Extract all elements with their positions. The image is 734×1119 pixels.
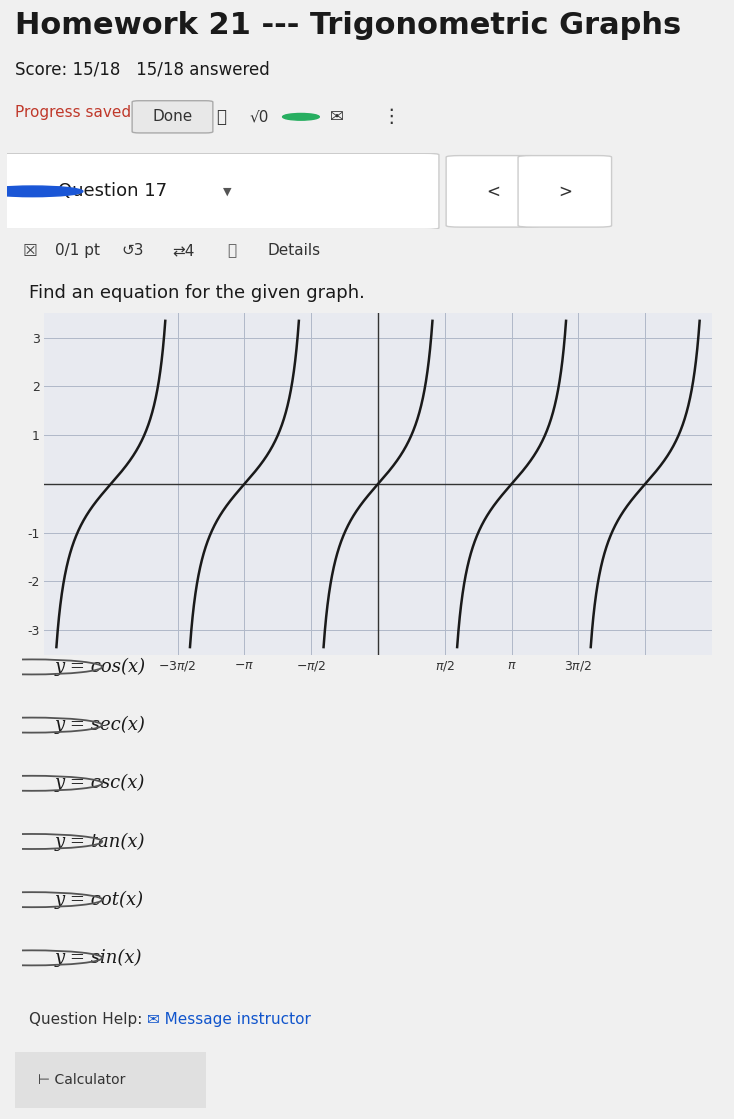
Text: y = cot(x): y = cot(x) [55, 891, 144, 909]
Text: ▼: ▼ [223, 187, 232, 196]
Text: y = sec(x): y = sec(x) [55, 716, 146, 734]
Text: y = sin(x): y = sin(x) [55, 949, 142, 967]
Text: Find an equation for the given graph.: Find an equation for the given graph. [29, 284, 366, 302]
Text: ⇄4: ⇄4 [172, 243, 195, 258]
FancyBboxPatch shape [132, 101, 213, 133]
Text: Question 17: Question 17 [58, 182, 167, 200]
Text: Question Help:: Question Help: [29, 1012, 142, 1027]
Text: y = cos(x): y = cos(x) [55, 658, 146, 676]
FancyBboxPatch shape [446, 156, 539, 227]
Text: √0: √0 [250, 110, 269, 124]
Text: >: > [558, 182, 572, 200]
Text: ✉: ✉ [330, 107, 344, 125]
Text: ↺3: ↺3 [121, 243, 144, 258]
Text: Details: Details [268, 243, 321, 258]
Text: ⎙: ⎙ [217, 107, 227, 125]
Text: Done: Done [153, 110, 192, 124]
Text: ⓘ: ⓘ [228, 243, 236, 258]
Text: 0/1 pt: 0/1 pt [55, 243, 100, 258]
Circle shape [283, 113, 319, 120]
FancyBboxPatch shape [0, 153, 439, 229]
FancyBboxPatch shape [5, 1050, 215, 1110]
Text: Progress saved: Progress saved [15, 105, 131, 120]
Text: y = csc(x): y = csc(x) [55, 774, 145, 792]
Text: Homework 21 --- Trigonometric Graphs: Homework 21 --- Trigonometric Graphs [15, 11, 681, 40]
Text: Score: 15/18   15/18 answered: Score: 15/18 15/18 answered [15, 60, 269, 78]
Text: ✉ Message instructor: ✉ Message instructor [147, 1012, 310, 1027]
Text: y = tan(x): y = tan(x) [55, 833, 145, 850]
Circle shape [0, 186, 83, 197]
Text: ⋮: ⋮ [382, 107, 401, 126]
Text: <: < [486, 182, 500, 200]
Text: ☒: ☒ [22, 242, 37, 260]
FancyBboxPatch shape [518, 156, 611, 227]
Text: ⊢ Calculator: ⊢ Calculator [37, 1073, 125, 1087]
